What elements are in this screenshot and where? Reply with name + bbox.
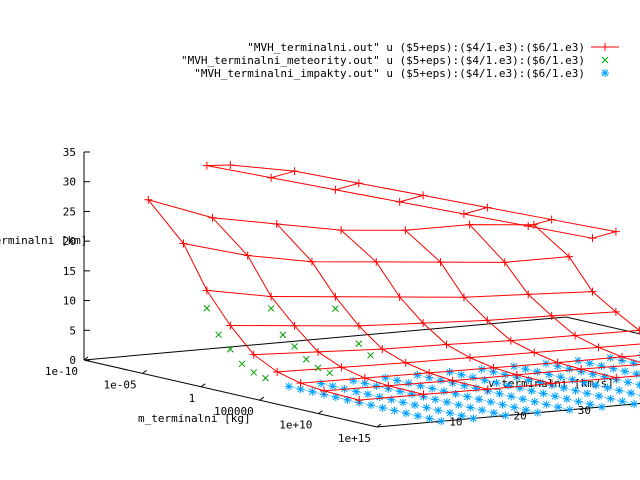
ridge-point	[419, 191, 428, 200]
surface-column-line	[230, 311, 616, 327]
base-far-line	[565, 316, 640, 335]
meteorite-point	[332, 305, 339, 313]
legend-marker-3	[601, 69, 609, 77]
impact-line	[610, 357, 640, 365]
z-tick-label: 0	[69, 354, 76, 367]
x-tick-label: 100000	[214, 405, 254, 418]
x-tick	[259, 396, 265, 401]
impact-point	[437, 417, 446, 426]
impact-line	[288, 386, 442, 422]
meteorite-point	[250, 369, 258, 376]
meteorite-point	[267, 305, 275, 312]
meteorite-point	[215, 331, 222, 339]
impact-point	[630, 400, 639, 409]
x-tick	[318, 410, 323, 415]
x-tick	[376, 423, 382, 428]
ridge-rung	[399, 194, 424, 203]
meteorite-point	[326, 369, 334, 377]
impact-point	[533, 408, 542, 417]
impact-point	[445, 368, 454, 377]
ridge-rung	[206, 164, 231, 167]
meteorite-point	[355, 340, 363, 348]
impact-line	[578, 360, 640, 376]
z-tick-label: 35	[63, 146, 76, 159]
x-tick-label: 1e-05	[103, 378, 136, 391]
meteorite-point	[238, 360, 246, 368]
z-tick-label: 20	[63, 235, 76, 248]
surface-row-line	[147, 199, 360, 401]
ridge-rung	[270, 170, 295, 179]
meteorite-point	[367, 351, 374, 359]
legend-marker-2	[601, 56, 609, 64]
impact-line	[449, 371, 603, 408]
surface-column-line	[277, 343, 640, 373]
surface-column-line	[148, 199, 534, 231]
base-back-line	[83, 316, 567, 361]
ridge-rung	[592, 231, 617, 239]
x-axis-line	[83, 359, 378, 428]
ridge-point	[524, 222, 533, 231]
impact-line	[545, 363, 640, 386]
z-axis-label: terminalni [km]	[0, 234, 87, 247]
ridge-rung	[463, 206, 488, 215]
surface-column-line	[300, 354, 640, 384]
legend-label-2: "MVH_terminalni_meteority.out" u ($5+eps…	[181, 54, 585, 67]
surface-column-line	[206, 289, 593, 298]
meteorite-point	[314, 364, 322, 372]
surface-column-line	[324, 363, 640, 392]
ridge-rung	[335, 182, 359, 191]
impact-point	[349, 376, 358, 385]
y-axis-line	[376, 403, 640, 428]
z-tick-label: 10	[63, 295, 76, 308]
legend-label-1: "MVH_terminalni.out" u ($5+eps):($4/1.e3…	[247, 41, 585, 54]
legend-label-3: "MVH_terminalni_impakty.out" u ($5+eps):…	[194, 67, 585, 80]
x-tick-label: 1e+15	[338, 432, 371, 445]
x-tick-label: 1	[189, 392, 196, 405]
ridge-rung	[528, 219, 552, 227]
ridge-point	[459, 209, 468, 218]
impact-line	[513, 366, 640, 396]
legend-marker-1	[601, 43, 609, 51]
x-tick	[200, 383, 206, 388]
z-tick-label: 15	[63, 265, 76, 278]
x-tick-label: 1e-10	[45, 365, 78, 378]
surface-column-line	[253, 329, 640, 356]
x-tick	[142, 369, 147, 374]
surface-row-line	[469, 224, 640, 363]
impact-line	[417, 374, 570, 411]
meteorite-point	[262, 374, 269, 382]
meteorite-point	[302, 355, 310, 363]
x-tick-label: 1e+10	[279, 419, 312, 432]
meteorite-point	[203, 304, 211, 312]
x-tick	[83, 356, 89, 361]
z-tick-label: 30	[63, 176, 76, 189]
z-tick-label: 25	[63, 205, 76, 218]
x-axis-label: m_terminalni [kg]	[138, 412, 251, 425]
surface-row-line	[404, 229, 617, 379]
surface-column-line	[183, 242, 570, 263]
ridge-point	[354, 179, 363, 188]
meteorite-point	[279, 331, 287, 339]
ridge-point	[267, 173, 276, 182]
ridge-point	[611, 227, 620, 236]
meteorite-point	[291, 343, 298, 350]
surface-column-line	[359, 375, 640, 401]
z-tick-label: 5	[69, 324, 76, 337]
meteorite-point	[226, 345, 234, 353]
surface-row-line	[340, 229, 553, 385]
impact-line	[481, 368, 635, 405]
